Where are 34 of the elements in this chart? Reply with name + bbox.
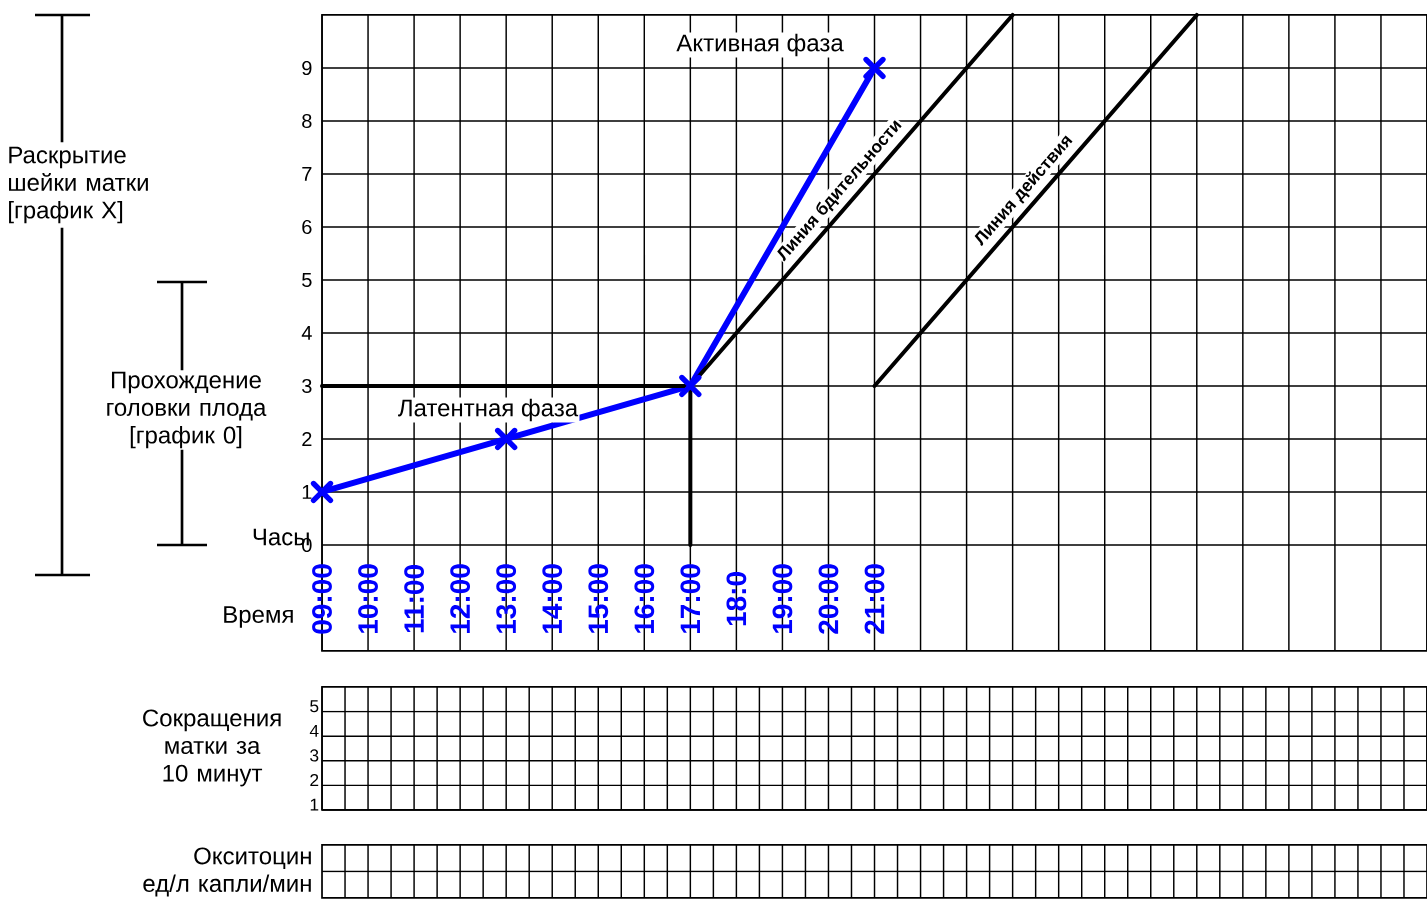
x-tick-label: 16:00 bbox=[634, 564, 655, 634]
y-tick-label: 5 bbox=[310, 700, 319, 713]
y-tick-label: 1 bbox=[310, 798, 319, 811]
y-tick-label: 3 bbox=[302, 378, 312, 394]
text: Время bbox=[224, 606, 293, 628]
x-tick-label: 21:00 bbox=[864, 564, 885, 634]
y-tick-label: 9 bbox=[302, 60, 312, 76]
x-tick-label: 18:0 bbox=[726, 572, 747, 626]
y-tick-label: 5 bbox=[302, 273, 312, 287]
annotation: Активная фаза bbox=[676, 33, 844, 57]
y-tick-label: 2 bbox=[310, 774, 319, 787]
y-tick-label: 8 bbox=[302, 113, 312, 129]
x-tick-label: 20:00 bbox=[818, 564, 839, 634]
y-axis-title: Раскрытие шейки матки [график X] bbox=[9, 146, 148, 224]
x-tick-label: 13:00 bbox=[496, 564, 517, 634]
x-tick-label: 09:00 bbox=[312, 564, 332, 634]
x-tick-label: 14:00 bbox=[542, 564, 563, 634]
x-tick-label: 17:00 bbox=[680, 564, 701, 634]
annotation: Латентная фаза bbox=[398, 398, 579, 422]
y-tick-label: 3 bbox=[310, 749, 319, 762]
y-tick-label: 1 bbox=[302, 485, 312, 499]
x-tick-label: 15:00 bbox=[588, 564, 609, 634]
text: Прохождение головки плода [график 0] bbox=[107, 371, 267, 449]
y-tick-label: 7 bbox=[302, 167, 312, 181]
x-tick-label: 19:00 bbox=[772, 564, 793, 634]
y-axis-title: Сокращения матки за 10 минут bbox=[143, 709, 281, 787]
text: Окситоцин ед/л капли/мин bbox=[143, 847, 311, 897]
y-tick-label: 2 bbox=[302, 432, 312, 446]
x-tick-label: 12:00 bbox=[450, 564, 471, 634]
y-tick-label: 4 bbox=[309, 724, 319, 737]
y-tick-label: 4 bbox=[301, 326, 312, 340]
y-tick-label: 6 bbox=[302, 219, 312, 235]
x-tick-label: 10:00 bbox=[358, 564, 378, 634]
x-tick-label: 11:00 bbox=[404, 565, 424, 633]
